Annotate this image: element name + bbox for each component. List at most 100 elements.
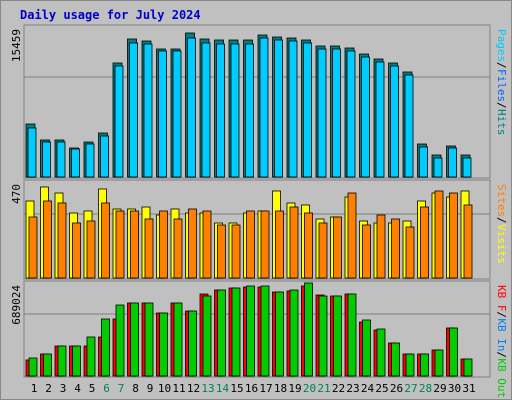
x-tick-label-21: 21 bbox=[317, 382, 330, 395]
bar-bottom-kb-out-5 bbox=[86, 336, 96, 377]
x-tick-label-25: 25 bbox=[375, 382, 388, 395]
x-tick-label-14: 14 bbox=[216, 382, 230, 395]
bar-middle-sites-2 bbox=[43, 200, 52, 279]
legend-separator: / bbox=[495, 311, 508, 318]
bar-top-files-14 bbox=[216, 43, 225, 178]
bar-bottom-kb-out-31 bbox=[463, 358, 473, 377]
legend-label-sites: Sites bbox=[495, 184, 508, 217]
x-tick-label-17: 17 bbox=[259, 382, 272, 395]
bar-bottom-kb-out-4 bbox=[72, 345, 81, 377]
x-tick-label-7: 7 bbox=[118, 382, 125, 395]
bar-top-files-25 bbox=[375, 61, 385, 178]
bar-bottom-kb-out-22 bbox=[333, 295, 342, 377]
bar-middle-sites-24 bbox=[362, 224, 371, 279]
bar-top-files-10 bbox=[158, 50, 167, 178]
bar-middle-sites-6 bbox=[101, 202, 110, 279]
bar-bottom-kb-out-20 bbox=[304, 282, 313, 377]
bar-top-files-27 bbox=[404, 74, 414, 178]
bar-middle-sites-30 bbox=[449, 192, 458, 279]
y-max-label-middle: 470 bbox=[10, 184, 23, 204]
bar-top-files-1 bbox=[27, 127, 37, 178]
x-tick-label-2: 2 bbox=[45, 382, 52, 395]
bar-bottom-kb-out-17 bbox=[260, 285, 270, 377]
bar-top-files-29 bbox=[433, 157, 443, 178]
bar-bottom-kb-out-13 bbox=[202, 295, 212, 377]
x-tick-label-18: 18 bbox=[274, 382, 287, 395]
bar-top-files-5 bbox=[85, 143, 95, 178]
bar-middle-sites-31 bbox=[463, 204, 473, 279]
bar-top-files-9 bbox=[143, 43, 153, 178]
bar-middle-sites-3 bbox=[57, 202, 67, 279]
legend-label-kb-in: KB In bbox=[495, 318, 508, 351]
bar-middle-sites-28 bbox=[420, 206, 429, 279]
bar-top-files-4 bbox=[71, 148, 80, 178]
legend-separator: / bbox=[495, 351, 508, 358]
bar-bottom-kb-out-11 bbox=[173, 302, 183, 377]
legend-label-hits: Hits bbox=[495, 109, 508, 136]
bar-bottom-kb-out-1 bbox=[28, 357, 38, 377]
bar-top-files-3 bbox=[56, 141, 66, 178]
bar-top-files-23 bbox=[346, 50, 356, 178]
bar-bottom-kb-out-28 bbox=[420, 353, 429, 377]
bar-middle-sites-21 bbox=[318, 222, 328, 279]
legend-label-pages: Pages bbox=[495, 29, 508, 62]
bar-top-files-6 bbox=[100, 135, 109, 178]
bar-top-files-24 bbox=[361, 56, 370, 178]
x-tick-label-31: 31 bbox=[462, 382, 475, 395]
x-tick-label-26: 26 bbox=[390, 382, 403, 395]
bar-bottom-kb-out-23 bbox=[347, 293, 357, 377]
bar-middle-sites-5 bbox=[86, 220, 96, 279]
bar-top-files-16 bbox=[245, 43, 254, 178]
bar-top-files-30 bbox=[448, 147, 457, 178]
bar-middle-sites-12 bbox=[188, 208, 197, 279]
x-tick-label-22: 22 bbox=[332, 382, 345, 395]
bar-bottom-kb-out-2 bbox=[43, 353, 52, 377]
legend-separator: / bbox=[495, 102, 508, 109]
bar-bottom-kb-out-9 bbox=[144, 302, 154, 377]
bar-middle-sites-10 bbox=[159, 210, 168, 279]
x-tick-label-4: 4 bbox=[74, 382, 81, 395]
bar-middle-sites-4 bbox=[72, 222, 81, 279]
bar-bottom-kb-out-21 bbox=[318, 295, 328, 377]
bar-bottom-kb-out-8 bbox=[130, 302, 139, 377]
bar-middle-sites-22 bbox=[333, 216, 342, 279]
bar-top-files-17 bbox=[259, 37, 269, 178]
bar-bottom-kb-out-16 bbox=[246, 285, 255, 377]
bar-middle-sites-16 bbox=[246, 210, 255, 279]
legend-separator: / bbox=[495, 62, 508, 69]
x-tick-label-9: 9 bbox=[147, 382, 154, 395]
legend-label-files: Files bbox=[495, 69, 508, 102]
bar-bottom-kb-out-10 bbox=[159, 312, 168, 377]
bar-top-files-22 bbox=[332, 48, 341, 178]
chart-title: Daily usage for July 2024 bbox=[20, 8, 201, 22]
bar-middle-sites-13 bbox=[202, 210, 212, 279]
bar-middle-sites-25 bbox=[376, 214, 386, 279]
bar-top-files-11 bbox=[172, 50, 182, 178]
bar-middle-sites-26 bbox=[391, 218, 400, 279]
bar-top-files-19 bbox=[288, 40, 298, 178]
x-tick-label-30: 30 bbox=[448, 382, 461, 395]
y-max-label-bottom: 689024 bbox=[10, 285, 23, 325]
bar-bottom-kb-out-26 bbox=[391, 342, 400, 377]
bar-middle-sites-7 bbox=[115, 210, 125, 279]
bar-bottom-kb-out-7 bbox=[115, 304, 125, 377]
bar-top-files-20 bbox=[303, 42, 312, 178]
bar-bottom-kb-out-25 bbox=[376, 328, 386, 377]
bar-bottom-kb-out-12 bbox=[188, 310, 197, 377]
bar-top-files-7 bbox=[114, 65, 124, 178]
bar-top-files-31 bbox=[462, 157, 472, 178]
legend-label-kb-out: KB Out bbox=[495, 358, 508, 398]
bar-top-files-13 bbox=[201, 42, 211, 178]
bar-bottom-kb-out-18 bbox=[275, 291, 284, 377]
x-tick-label-15: 15 bbox=[230, 382, 243, 395]
bar-top-files-12 bbox=[187, 37, 196, 178]
bar-middle-sites-23 bbox=[347, 192, 357, 279]
x-tick-label-13: 13 bbox=[201, 382, 214, 395]
bar-bottom-kb-out-15 bbox=[231, 287, 241, 377]
y-max-label-top: 15459 bbox=[10, 29, 23, 62]
x-tick-label-16: 16 bbox=[245, 382, 258, 395]
x-tick-label-27: 27 bbox=[404, 382, 417, 395]
bar-middle-sites-1 bbox=[28, 216, 38, 279]
